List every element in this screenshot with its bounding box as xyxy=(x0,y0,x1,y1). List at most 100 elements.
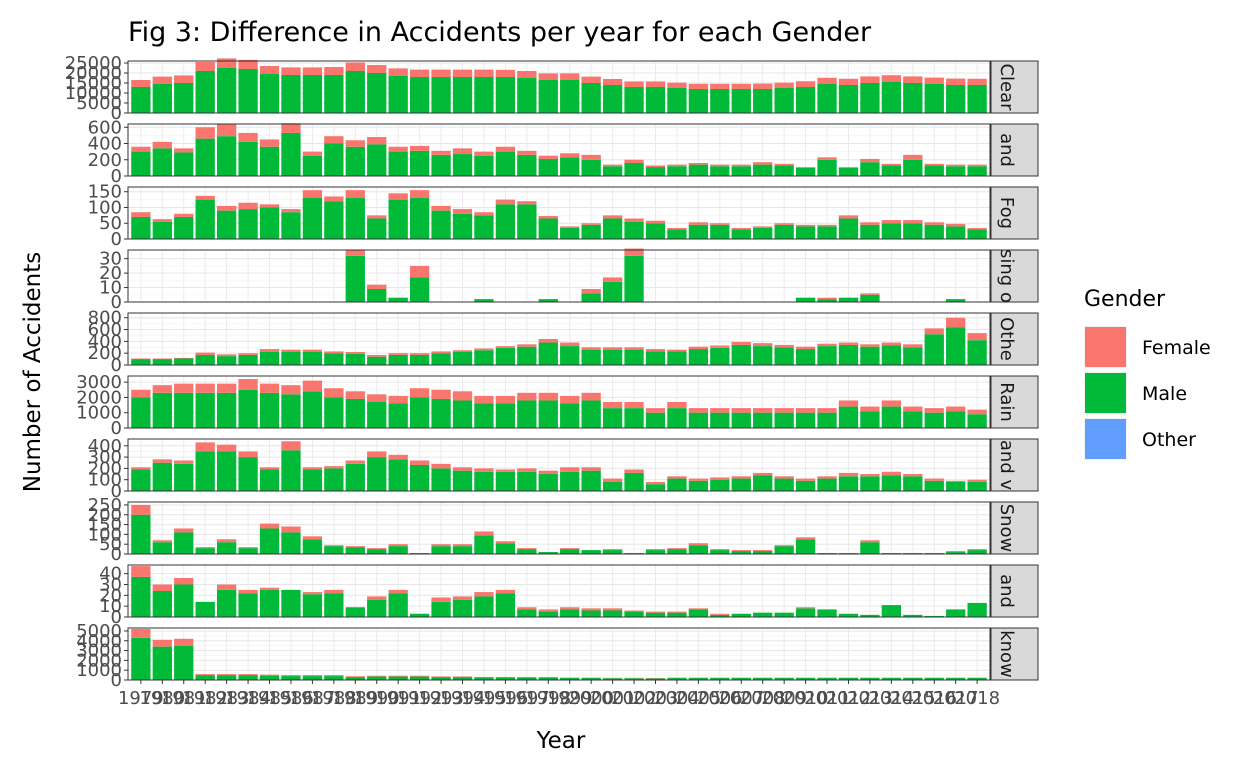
bar-female xyxy=(946,79,965,85)
bar-female xyxy=(281,527,300,533)
bar-female xyxy=(689,408,708,413)
bar-male xyxy=(646,550,665,554)
bar-male xyxy=(281,133,300,176)
bar-female xyxy=(410,266,429,278)
bar-male xyxy=(603,550,622,554)
bar-female xyxy=(324,545,343,546)
bar-male xyxy=(238,548,257,554)
bar-male xyxy=(346,354,365,365)
bar-male xyxy=(496,204,515,239)
bar-male xyxy=(882,346,901,366)
legend-key-female xyxy=(1085,327,1126,367)
bar-male xyxy=(389,404,408,428)
bar-male xyxy=(474,404,493,428)
bar-female xyxy=(153,585,172,592)
bar-male xyxy=(860,225,879,239)
bar-male xyxy=(539,612,558,617)
bar-male xyxy=(667,351,686,365)
bar-male xyxy=(839,168,858,176)
bar-female xyxy=(839,473,858,476)
bar-male xyxy=(517,609,536,617)
bar-female xyxy=(260,467,279,469)
bar-female xyxy=(346,140,365,147)
bar-male xyxy=(903,411,922,428)
bar-female xyxy=(689,347,708,349)
bar-male xyxy=(817,609,836,617)
bar-female xyxy=(474,677,493,678)
bar-female xyxy=(131,147,150,152)
bar-female xyxy=(582,608,601,610)
bar-female xyxy=(817,476,836,478)
bar-female xyxy=(324,388,343,397)
bar-female xyxy=(367,596,386,599)
bar-male xyxy=(967,550,986,554)
bar-female xyxy=(753,226,772,228)
bar-female xyxy=(860,293,879,294)
bar-female xyxy=(260,204,279,207)
bar-female xyxy=(517,393,536,401)
bar-male xyxy=(410,198,429,239)
bar-male xyxy=(453,352,472,365)
bar-female xyxy=(967,228,986,230)
bar-male xyxy=(496,152,515,176)
bar-male xyxy=(453,154,472,176)
bar-male xyxy=(796,608,815,617)
bar-female xyxy=(196,547,215,548)
bar-male xyxy=(646,351,665,365)
bar-female xyxy=(796,607,815,608)
bar-male xyxy=(431,602,450,617)
bar-male xyxy=(817,160,836,176)
bar-male xyxy=(646,223,665,239)
bar-female xyxy=(174,75,193,83)
bar-male xyxy=(925,165,944,176)
bar-female xyxy=(324,466,343,468)
bar-female xyxy=(796,347,815,349)
bar-male xyxy=(817,226,836,239)
strip-label: sing o xyxy=(996,249,1017,303)
bar-female xyxy=(517,607,536,609)
bar-female xyxy=(453,467,472,470)
bar-male xyxy=(474,215,493,239)
bar-female xyxy=(817,408,836,413)
bar-female xyxy=(303,467,322,469)
bar-male xyxy=(646,484,665,491)
x-axis-title: Year xyxy=(536,728,586,754)
bar-male xyxy=(710,480,729,491)
bar-male xyxy=(517,400,536,428)
bar-male xyxy=(131,515,150,554)
bar-male xyxy=(324,75,343,113)
bar-male xyxy=(603,166,622,176)
bar-female xyxy=(453,596,472,599)
bar-female xyxy=(603,479,622,482)
bar-female xyxy=(582,77,601,83)
bar-male xyxy=(346,547,365,554)
bar-male xyxy=(474,535,493,554)
bar-male xyxy=(410,397,429,428)
bar-female xyxy=(174,578,193,585)
bar-male xyxy=(796,481,815,491)
bar-male xyxy=(667,479,686,491)
bar-female xyxy=(689,479,708,481)
bar-female xyxy=(324,351,343,353)
bar-female xyxy=(496,346,515,348)
strip-label: Rain xyxy=(996,382,1017,422)
bar-male xyxy=(174,217,193,239)
bar-male xyxy=(624,256,643,302)
bar-male xyxy=(582,160,601,176)
bar-female xyxy=(131,566,150,577)
bar-male xyxy=(303,75,322,113)
bar-male xyxy=(453,400,472,428)
bar-female xyxy=(753,343,772,346)
bar-male xyxy=(517,347,536,365)
bar-female xyxy=(775,476,794,478)
bar-female xyxy=(496,541,515,543)
bar-female xyxy=(689,163,708,165)
bar-male xyxy=(217,136,236,176)
bar-male xyxy=(603,611,622,618)
strip-label: and xyxy=(996,574,1017,608)
bar-male xyxy=(817,413,836,428)
bar-female xyxy=(775,83,794,88)
bar-female xyxy=(367,285,386,289)
bar-male xyxy=(453,471,472,491)
strip-label: and v xyxy=(996,440,1017,491)
